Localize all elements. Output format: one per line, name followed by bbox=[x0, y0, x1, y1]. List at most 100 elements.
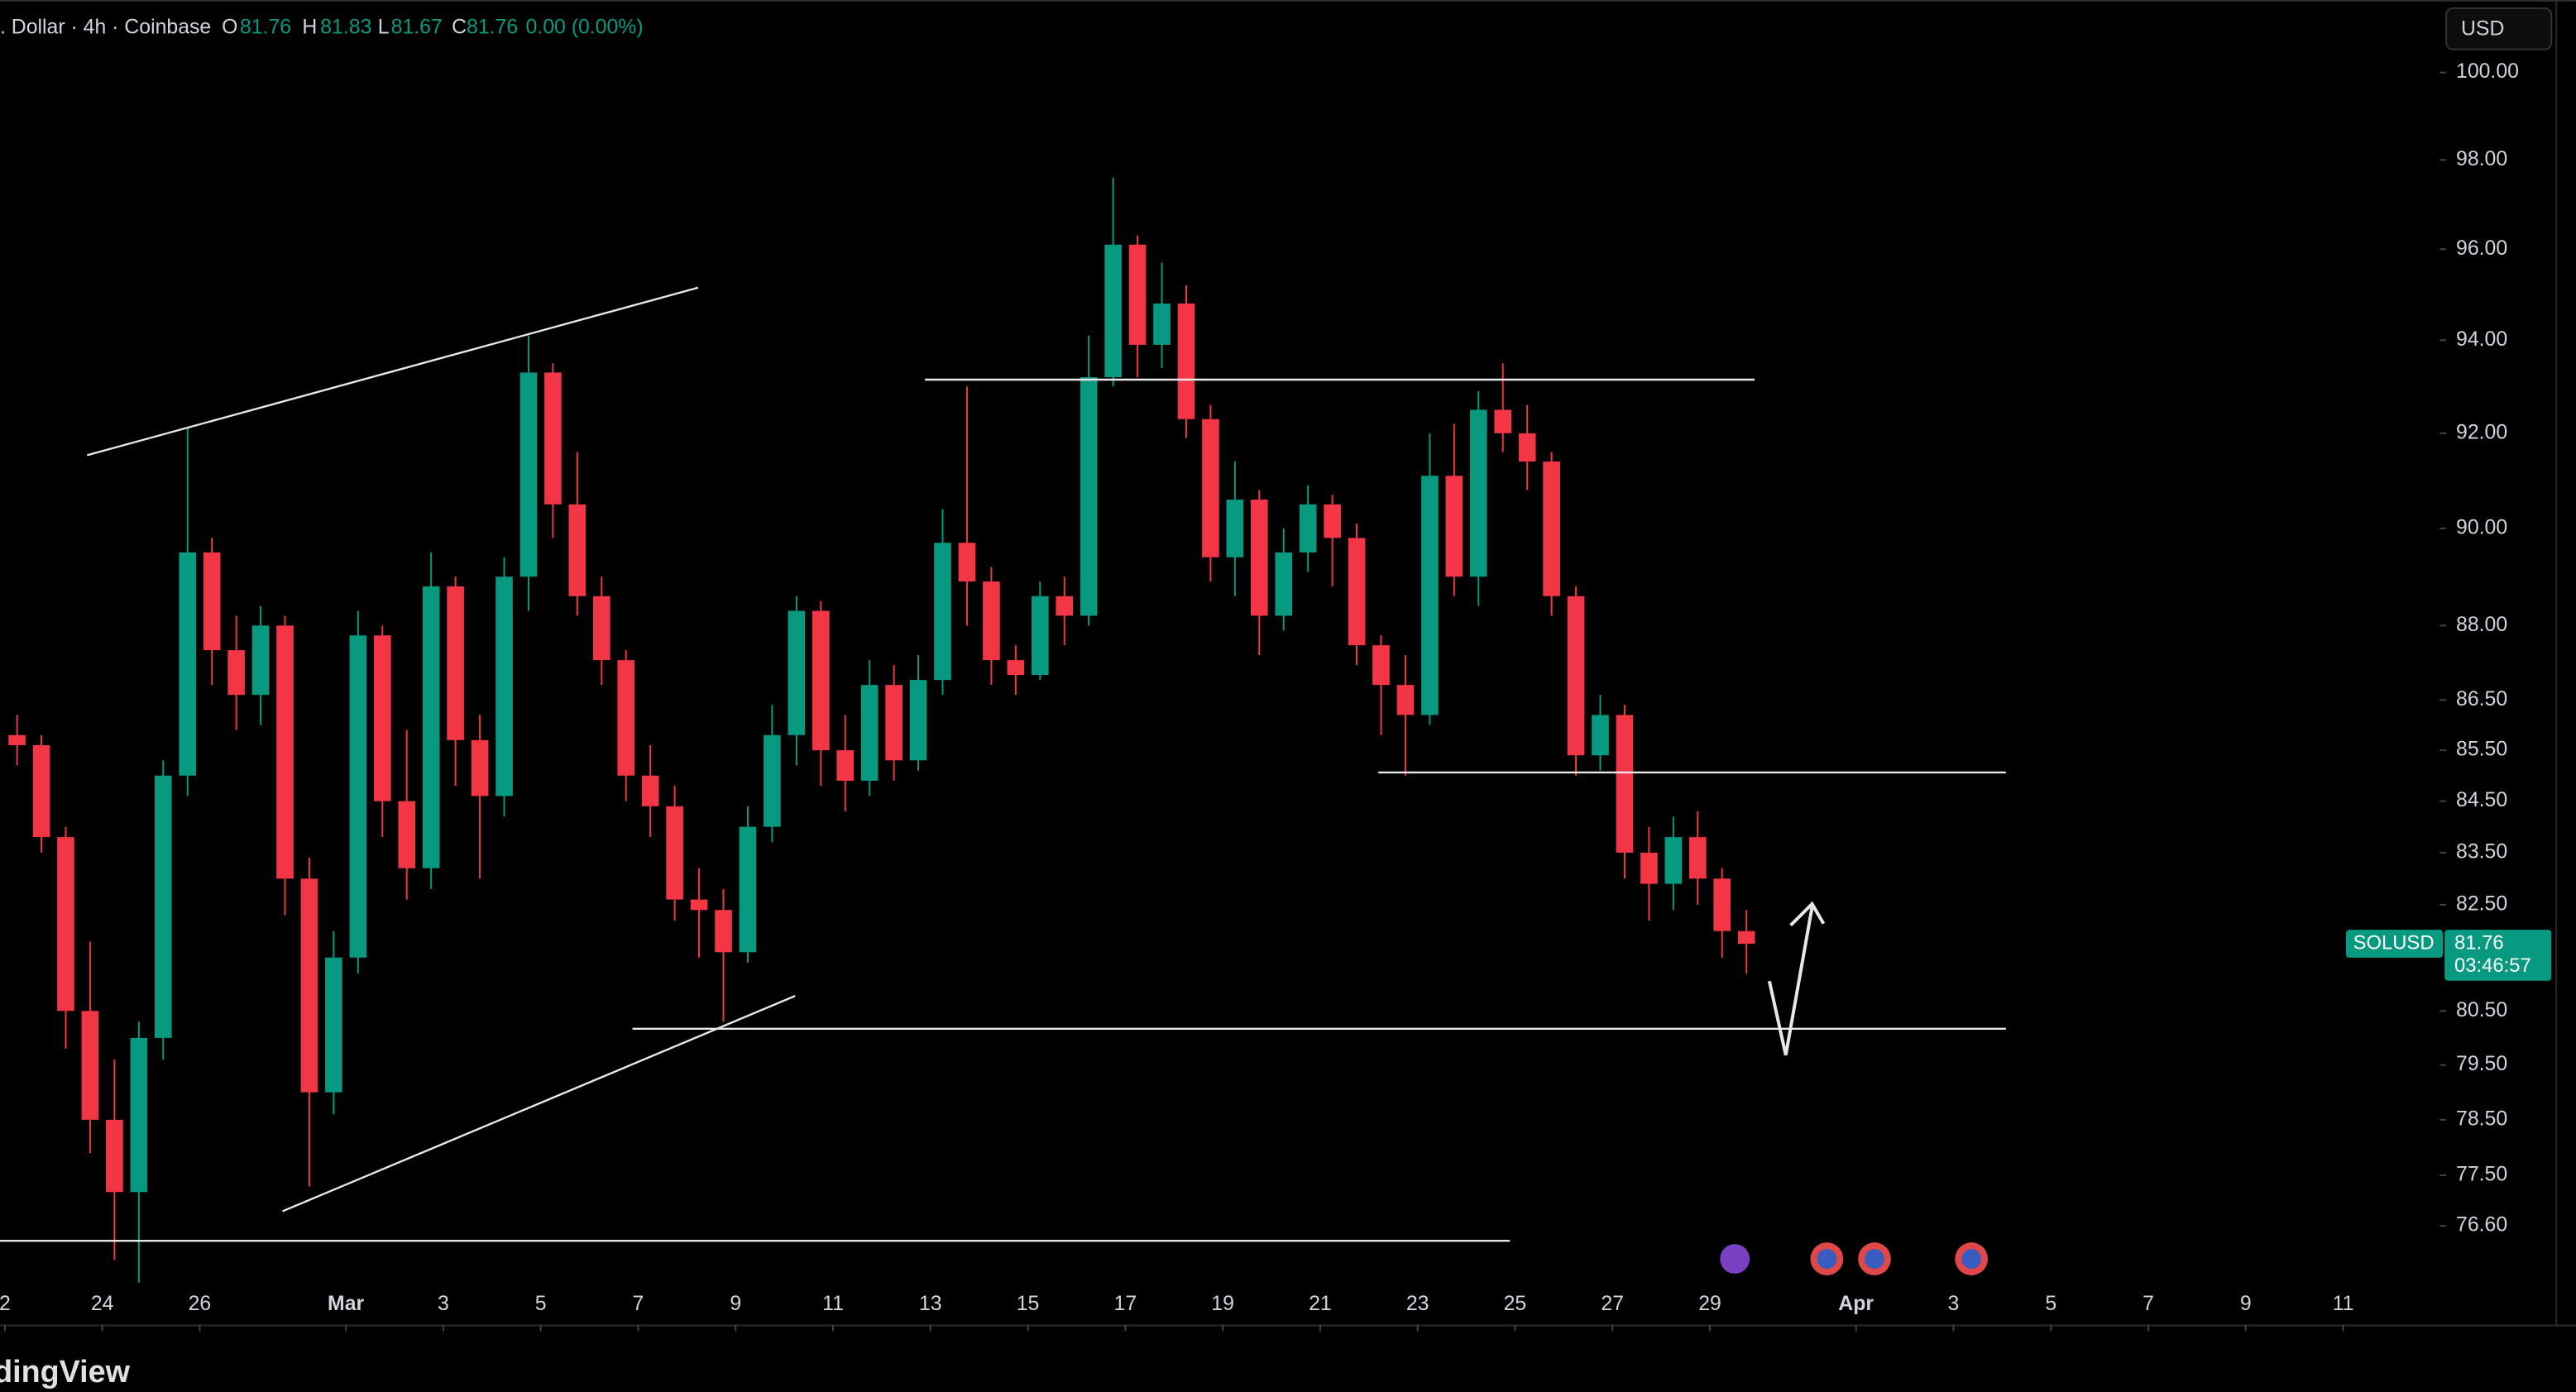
ohlc-value: 81.67 bbox=[391, 16, 443, 38]
candle-body bbox=[1056, 596, 1074, 616]
candle-body bbox=[885, 685, 903, 761]
candle-body bbox=[958, 543, 976, 582]
x-tick-label: 7 bbox=[2143, 1293, 2154, 1315]
event-icon[interactable] bbox=[1720, 1244, 1750, 1274]
y-tick-label: 80.50 bbox=[2456, 999, 2507, 1021]
candle-body bbox=[1202, 419, 1219, 557]
candle-body bbox=[1324, 504, 1341, 538]
candle-body bbox=[398, 801, 416, 868]
candle-body bbox=[544, 372, 562, 505]
y-tick-label: 96.00 bbox=[2456, 237, 2507, 260]
change: 0.00 (0.00%) bbox=[526, 16, 644, 38]
candle-body bbox=[32, 744, 50, 838]
candle-body bbox=[179, 552, 197, 776]
candle-body bbox=[1299, 504, 1317, 552]
candle-body bbox=[1616, 715, 1634, 853]
x-tick-label: 29 bbox=[1698, 1293, 1721, 1315]
candle-body bbox=[106, 1119, 123, 1193]
x-tick-label: 3 bbox=[1948, 1293, 1960, 1315]
event-icon-inner bbox=[1865, 1249, 1884, 1269]
candle-body bbox=[251, 625, 270, 696]
candle-body bbox=[1080, 377, 1098, 616]
y-tick-label: 92.00 bbox=[2456, 421, 2507, 443]
candle-body bbox=[1226, 500, 1244, 557]
candle-body bbox=[1664, 837, 1683, 884]
x-tick-label: 13 bbox=[919, 1293, 942, 1315]
candle-body bbox=[1031, 596, 1049, 676]
candle-body bbox=[154, 775, 172, 1038]
candle-body bbox=[1494, 409, 1512, 433]
candle-body bbox=[325, 957, 342, 1093]
candle-body bbox=[617, 660, 635, 776]
candle-body bbox=[592, 596, 610, 661]
price-tag-symbol-text: SOLUSD bbox=[2353, 931, 2435, 954]
event-icon-inner bbox=[1961, 1249, 1982, 1269]
candle-body bbox=[1104, 244, 1122, 378]
x-tick-label: 11 bbox=[822, 1293, 844, 1315]
x-tick-label: 23 bbox=[1406, 1293, 1429, 1315]
legend-header: . Dollar · 4h · Coinbase O 81.76 H 81.83… bbox=[0, 16, 644, 38]
candle-body bbox=[276, 625, 294, 879]
candle-body bbox=[1128, 244, 1147, 345]
ohlc-value: 81.76 bbox=[467, 16, 518, 38]
path-arrow bbox=[1767, 906, 1814, 1056]
x-tick-label: 26 bbox=[189, 1293, 212, 1315]
candle-body bbox=[739, 826, 757, 953]
y-tick-label: 86.50 bbox=[2456, 688, 2507, 710]
y-tick-label: 82.50 bbox=[2456, 892, 2507, 915]
watermark: dingView bbox=[0, 1354, 131, 1389]
x-tick-label: Mar bbox=[328, 1293, 364, 1315]
candle-body bbox=[983, 581, 1000, 661]
candle-body bbox=[690, 899, 708, 911]
y-tick-label: 83.50 bbox=[2456, 840, 2507, 863]
candle-body bbox=[1713, 878, 1731, 931]
candle-body bbox=[447, 586, 464, 740]
candle-body bbox=[764, 734, 781, 827]
x-tick-label: 25 bbox=[1504, 1293, 1527, 1315]
candle-body bbox=[1275, 552, 1293, 616]
candle-body bbox=[1348, 538, 1366, 646]
symbol: . Dollar · 4h · Coinbase bbox=[0, 16, 211, 38]
candle-body bbox=[8, 734, 26, 745]
candle-body bbox=[836, 750, 855, 781]
candle-body bbox=[860, 685, 879, 781]
candle-body bbox=[909, 680, 927, 761]
x-tick-label: 5 bbox=[535, 1293, 547, 1315]
ohlc-label: H bbox=[302, 16, 317, 38]
candle-body bbox=[666, 806, 683, 900]
x-tick-label: 24 bbox=[91, 1293, 114, 1315]
y-tick-label: 98.00 bbox=[2456, 148, 2507, 170]
candle-body bbox=[422, 586, 440, 868]
x-tick-label: 3 bbox=[438, 1293, 449, 1315]
event-icons bbox=[1720, 1242, 1989, 1275]
y-tick-label: 88.00 bbox=[2456, 614, 2507, 636]
plot-area bbox=[8, 177, 1755, 1283]
candle-body bbox=[1007, 660, 1025, 676]
candle-body bbox=[496, 576, 513, 796]
arrow-head bbox=[1789, 901, 1826, 927]
candle-body bbox=[373, 635, 391, 801]
candle-body bbox=[227, 650, 245, 696]
candle-body bbox=[788, 610, 806, 735]
y-tick-label: 100.00 bbox=[2456, 60, 2519, 83]
trend-line bbox=[86, 286, 699, 457]
candle-body bbox=[520, 372, 538, 577]
x-tick-label: 17 bbox=[1114, 1293, 1137, 1315]
x-tick-label: Apr bbox=[1838, 1293, 1874, 1315]
currency-button[interactable] bbox=[2445, 7, 2553, 50]
x-tick-label: 9 bbox=[2240, 1293, 2252, 1315]
x-tick-label: 21 bbox=[1309, 1293, 1332, 1315]
y-tick-label: 78.50 bbox=[2456, 1107, 2507, 1130]
candle-body bbox=[1688, 837, 1707, 879]
price-tag-value: 81.76 bbox=[2454, 931, 2504, 954]
currency[interactable]: USD bbox=[2461, 17, 2504, 40]
trend-line bbox=[282, 995, 796, 1213]
candle-body bbox=[1543, 462, 1560, 596]
y-tick-label: 77.50 bbox=[2456, 1164, 2507, 1186]
y-tick-label: 90.00 bbox=[2456, 516, 2507, 538]
candle-body bbox=[1177, 303, 1195, 419]
candle-body bbox=[1153, 303, 1171, 345]
price-tag-symbol bbox=[2345, 930, 2444, 958]
candle-body bbox=[130, 1037, 148, 1193]
